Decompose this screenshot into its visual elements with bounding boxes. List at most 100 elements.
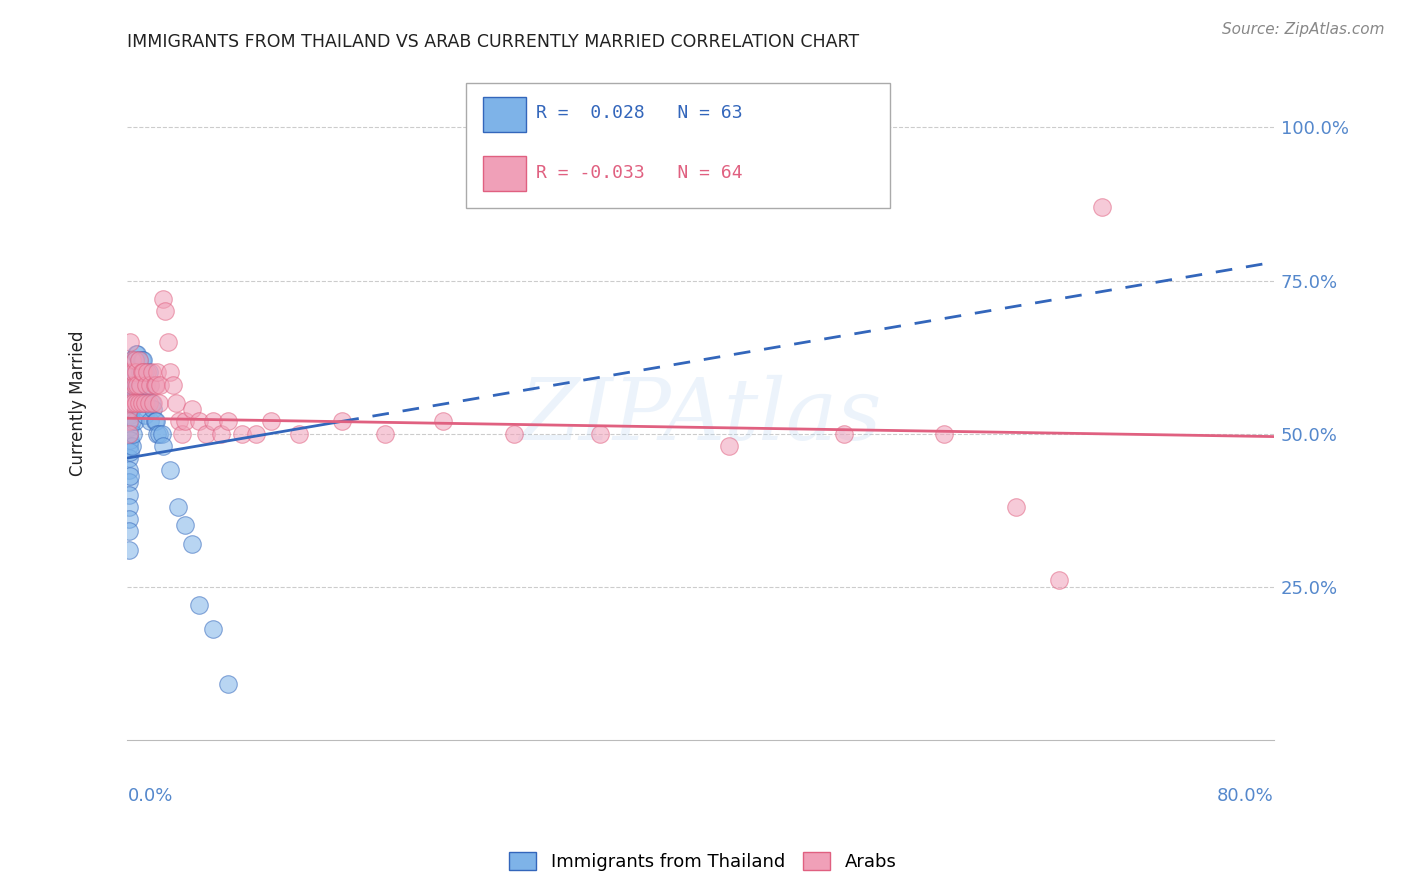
Point bbox=[173, 414, 195, 428]
Point bbox=[128, 353, 150, 368]
Point bbox=[188, 414, 211, 428]
Point bbox=[503, 426, 526, 441]
Point bbox=[718, 439, 741, 453]
Point bbox=[202, 623, 225, 637]
Point bbox=[120, 365, 142, 379]
Point bbox=[162, 377, 184, 392]
Point bbox=[202, 414, 225, 428]
Point bbox=[124, 353, 146, 368]
Point bbox=[166, 500, 188, 514]
Point bbox=[125, 377, 148, 392]
Point bbox=[129, 377, 152, 392]
Point bbox=[118, 512, 141, 526]
Point bbox=[152, 292, 174, 306]
Point bbox=[142, 396, 165, 410]
Point bbox=[143, 377, 166, 392]
Point bbox=[120, 433, 142, 447]
Point bbox=[121, 377, 143, 392]
Point bbox=[121, 414, 143, 428]
Text: 80.0%: 80.0% bbox=[1218, 787, 1274, 805]
Point bbox=[134, 408, 156, 422]
Point bbox=[122, 365, 145, 379]
Point bbox=[120, 408, 142, 422]
Point bbox=[159, 365, 181, 379]
Point bbox=[142, 402, 165, 417]
Point bbox=[120, 445, 142, 459]
Point bbox=[145, 377, 167, 392]
Point bbox=[121, 402, 143, 417]
Point bbox=[128, 396, 150, 410]
Point bbox=[127, 377, 149, 392]
Point bbox=[159, 463, 181, 477]
Point bbox=[127, 384, 149, 398]
Point bbox=[122, 365, 145, 379]
Point bbox=[148, 426, 170, 441]
Point bbox=[132, 353, 155, 368]
Point bbox=[118, 524, 141, 539]
Text: Source: ZipAtlas.com: Source: ZipAtlas.com bbox=[1222, 22, 1385, 37]
Point bbox=[146, 426, 169, 441]
Point bbox=[1005, 500, 1028, 514]
Point bbox=[118, 475, 141, 490]
Point bbox=[138, 396, 160, 410]
Point bbox=[195, 426, 218, 441]
Point bbox=[589, 426, 612, 441]
Legend: Immigrants from Thailand, Arabs: Immigrants from Thailand, Arabs bbox=[502, 845, 904, 879]
Point bbox=[118, 414, 141, 428]
Point bbox=[131, 353, 153, 368]
Point bbox=[120, 396, 142, 410]
Point bbox=[127, 347, 149, 361]
Point bbox=[118, 463, 141, 477]
Point bbox=[143, 414, 166, 428]
Point bbox=[231, 426, 253, 441]
Point bbox=[118, 426, 141, 441]
Point bbox=[121, 377, 143, 392]
Point bbox=[330, 414, 353, 428]
Text: 0.0%: 0.0% bbox=[128, 787, 173, 805]
Point bbox=[139, 377, 162, 392]
Text: Currently Married: Currently Married bbox=[69, 330, 87, 475]
Point bbox=[124, 365, 146, 379]
Text: R =  0.028   N = 63: R = 0.028 N = 63 bbox=[536, 104, 742, 122]
Point bbox=[121, 390, 143, 404]
Point bbox=[120, 420, 142, 434]
Point bbox=[132, 365, 155, 379]
Point bbox=[149, 377, 172, 392]
Point bbox=[122, 426, 145, 441]
Point bbox=[118, 450, 141, 465]
Text: IMMIGRANTS FROM THAILAND VS ARAB CURRENTLY MARRIED CORRELATION CHART: IMMIGRANTS FROM THAILAND VS ARAB CURRENT… bbox=[128, 33, 859, 51]
Point bbox=[129, 402, 152, 417]
Point bbox=[1091, 200, 1114, 214]
Point bbox=[188, 598, 211, 612]
Point bbox=[288, 426, 311, 441]
Point bbox=[136, 365, 159, 379]
Point bbox=[118, 439, 141, 453]
Text: ZIPAtlas: ZIPAtlas bbox=[519, 375, 882, 458]
Point bbox=[260, 414, 283, 428]
Point bbox=[170, 426, 193, 441]
Point bbox=[138, 365, 160, 379]
Point bbox=[152, 439, 174, 453]
Point bbox=[118, 390, 141, 404]
Point bbox=[145, 414, 167, 428]
Point bbox=[245, 426, 267, 441]
Bar bbox=[482, 156, 526, 191]
Point bbox=[832, 426, 855, 441]
Point bbox=[124, 384, 146, 398]
Point bbox=[146, 365, 169, 379]
Point bbox=[131, 396, 153, 410]
Point bbox=[118, 500, 141, 514]
Point bbox=[134, 365, 156, 379]
Point bbox=[120, 396, 142, 410]
Point bbox=[167, 414, 190, 428]
Point bbox=[135, 377, 157, 392]
Point bbox=[180, 402, 202, 417]
Point bbox=[139, 377, 162, 392]
Point bbox=[118, 488, 141, 502]
Point bbox=[125, 365, 148, 379]
Point bbox=[217, 414, 239, 428]
Point bbox=[156, 334, 179, 349]
Point bbox=[121, 353, 143, 368]
Point bbox=[141, 396, 163, 410]
Point bbox=[135, 377, 157, 392]
